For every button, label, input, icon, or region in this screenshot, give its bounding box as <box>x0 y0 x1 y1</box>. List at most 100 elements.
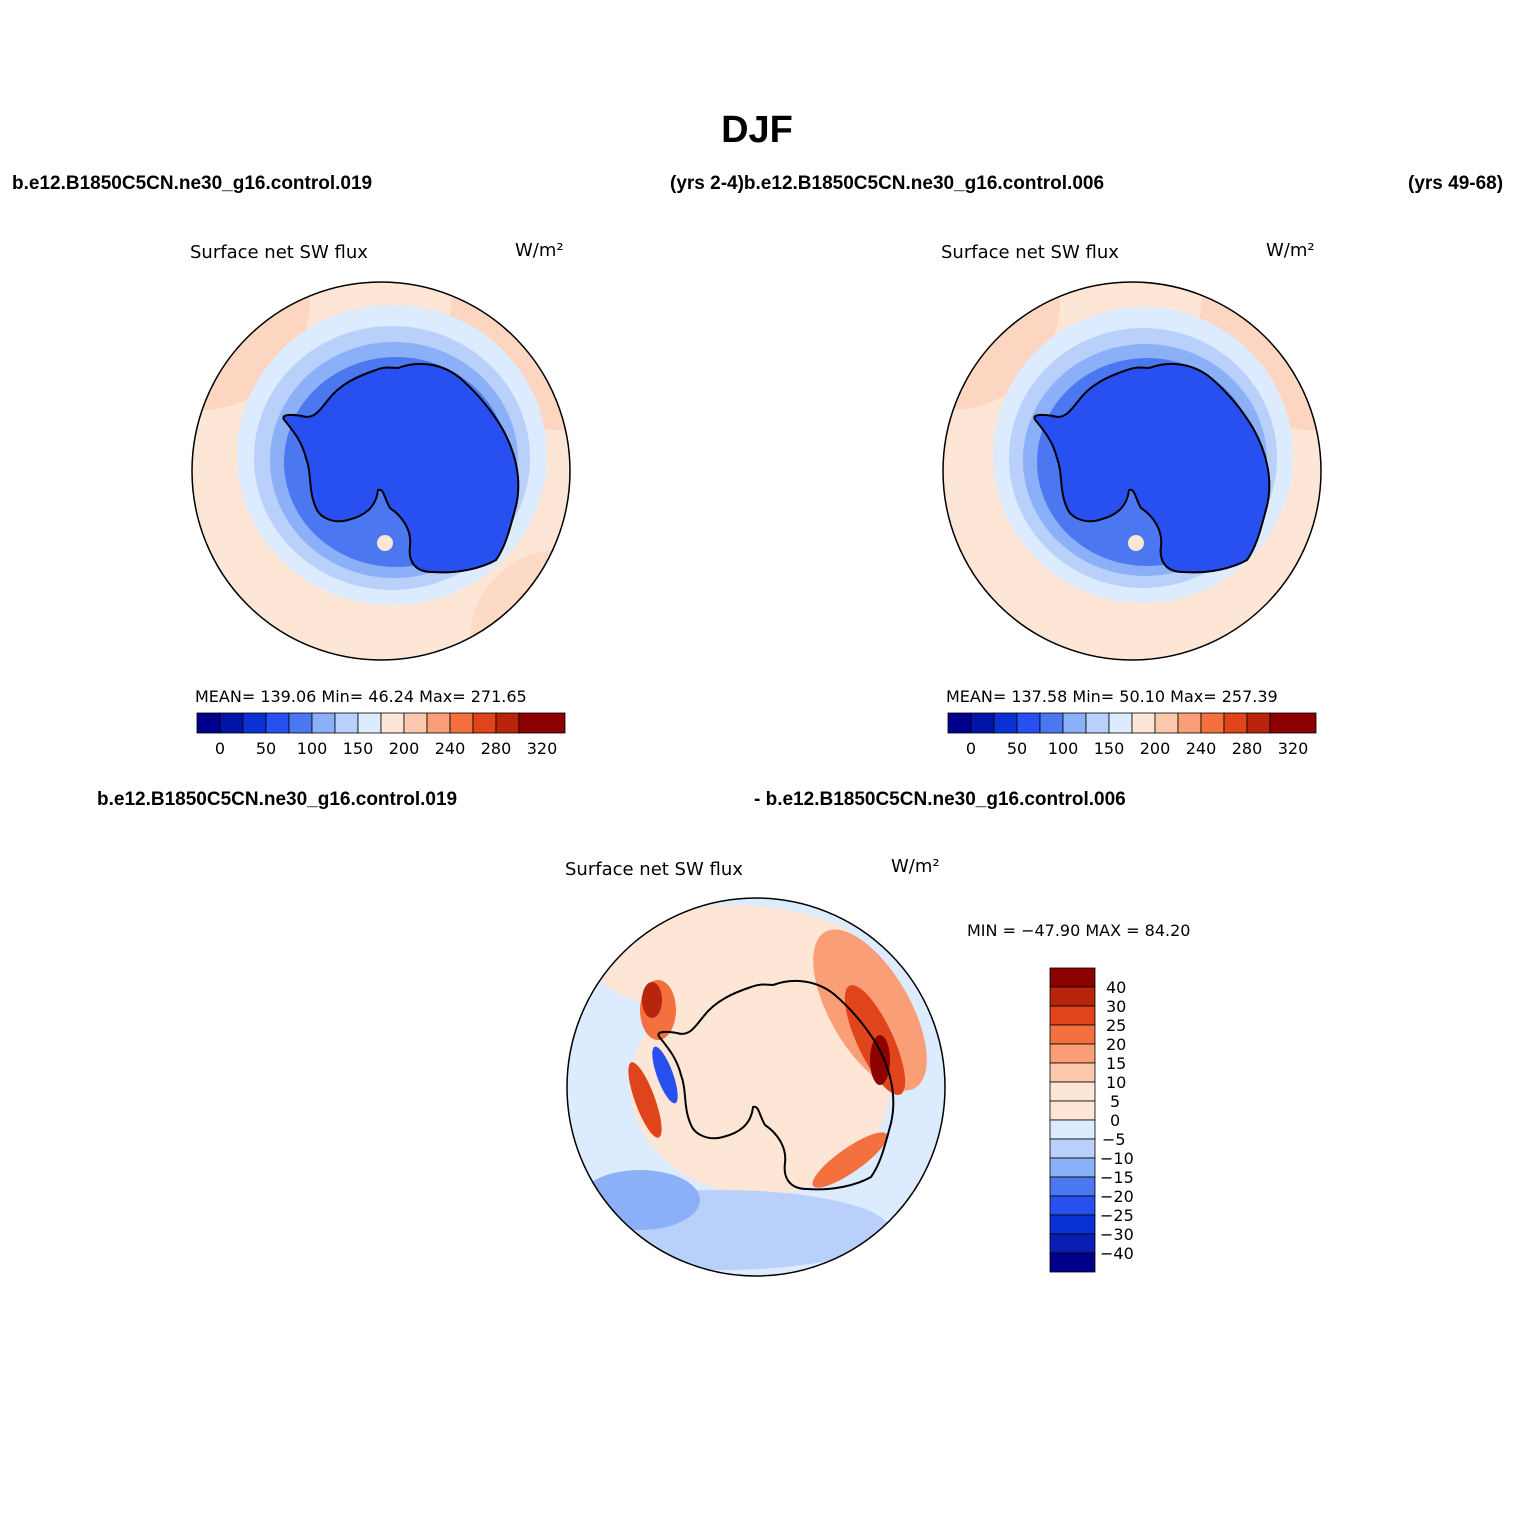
colorbar-tick: 320 <box>527 739 558 758</box>
colorbar: 0 50 100 150 200 240 280 320 <box>947 712 1317 758</box>
colorbar-tick: 100 <box>1048 739 1079 758</box>
colorbar-swatch <box>288 712 313 734</box>
polar-map <box>567 898 945 1276</box>
colorbar-tick: 280 <box>1232 739 1263 758</box>
colorbar-swatch <box>1062 712 1087 734</box>
panel-difference: Surface net SW flux W/m² MIN = −47.90 MA… <box>565 856 1190 1277</box>
colorbar-swatch <box>1049 1062 1096 1083</box>
colorbar-vertical: 40 30 25 20 15 10 5 0 −5 −10 −15 −20 −25… <box>1049 967 1134 1273</box>
colorbar-swatch <box>1049 1214 1096 1235</box>
diff-header-right: - b.e12.B1850C5CN.ne30_g16.control.006 <box>754 789 1126 810</box>
colorbar-tick: 15 <box>1106 1054 1126 1073</box>
colorbar-swatch <box>1049 1176 1096 1197</box>
colorbar-swatch <box>449 712 474 734</box>
colorbar-tick: 50 <box>256 739 276 758</box>
colorbar-swatch <box>403 712 428 734</box>
colorbar: 0 50 100 150 200 240 280 320 <box>196 712 566 758</box>
colorbar-swatch <box>1049 986 1096 1007</box>
colorbar-tick: −5 <box>1102 1130 1126 1149</box>
colorbar-swatch <box>472 712 497 734</box>
colorbar-swatch <box>1049 967 1096 988</box>
colorbar-swatch <box>1049 1138 1096 1159</box>
colorbar-swatch <box>1269 712 1317 734</box>
polar-map <box>192 282 570 660</box>
colorbar-tick: 30 <box>1106 997 1126 1016</box>
colorbar-swatch <box>1049 1043 1096 1064</box>
polar-map <box>943 282 1321 660</box>
map-boundary <box>566 897 946 1277</box>
panel-title: Surface net SW flux <box>190 242 368 263</box>
colorbar-tick: −20 <box>1100 1187 1134 1206</box>
colorbar-swatch <box>947 712 972 734</box>
colorbar-swatch <box>1049 1252 1096 1273</box>
colorbar-tick: 200 <box>1140 739 1171 758</box>
colorbar-tick: 25 <box>1106 1016 1126 1035</box>
colorbar-swatch <box>1049 1157 1096 1178</box>
colorbar-swatch <box>1223 712 1248 734</box>
colorbar-tick: 280 <box>481 739 512 758</box>
colorbar-swatch <box>1049 1119 1096 1140</box>
map-boundary <box>942 281 1322 661</box>
panel-title: Surface net SW flux <box>941 242 1119 263</box>
diff-header-left: b.e12.B1850C5CN.ne30_g16.control.019 <box>97 789 457 810</box>
colorbar-swatch <box>357 712 382 734</box>
colorbar-tick: 50 <box>1007 739 1027 758</box>
panel-units: W/m² <box>891 856 940 877</box>
colorbar-swatch <box>311 712 336 734</box>
colorbar-swatch <box>334 712 359 734</box>
colorbar-swatch <box>1200 712 1225 734</box>
map-boundary <box>191 281 571 661</box>
colorbar-tick: 150 <box>1094 739 1125 758</box>
panel-stats: MIN = −47.90 MAX = 84.20 <box>967 921 1190 940</box>
colorbar-swatch <box>495 712 520 734</box>
colorbar-swatch <box>1049 1081 1096 1102</box>
colorbar-swatch <box>1049 1100 1096 1121</box>
colorbar-swatch <box>1049 1233 1096 1254</box>
colorbar-swatch <box>1154 712 1179 734</box>
header-case-middle: (yrs 2-4)b.e12.B1850C5CN.ne30_g16.contro… <box>670 173 1104 194</box>
colorbar-swatch <box>1177 712 1202 734</box>
colorbar-tick: 320 <box>1278 739 1309 758</box>
panel-stats: MEAN= 139.06 Min= 46.24 Max= 271.65 <box>195 687 527 706</box>
colorbar-swatch <box>1049 1024 1096 1045</box>
colorbar-tick: −10 <box>1100 1149 1134 1168</box>
colorbar-swatch <box>426 712 451 734</box>
colorbar-swatch <box>265 712 290 734</box>
colorbar-swatch <box>1085 712 1110 734</box>
colorbar-tick: 240 <box>1186 739 1217 758</box>
colorbar-swatch <box>1131 712 1156 734</box>
colorbar-swatch <box>1049 1195 1096 1216</box>
panel-case-006: Surface net SW flux W/m² MEAN= 137.58 Mi… <box>941 240 1322 758</box>
panel-units: W/m² <box>1266 240 1315 261</box>
panel-stats: MEAN= 137.58 Min= 50.10 Max= 257.39 <box>946 687 1278 706</box>
colorbar-tick: 0 <box>966 739 976 758</box>
colorbar-tick: 200 <box>389 739 420 758</box>
colorbar-tick: 240 <box>435 739 466 758</box>
colorbar-swatch <box>993 712 1018 734</box>
colorbar-swatch <box>380 712 405 734</box>
colorbar-tick: 100 <box>297 739 328 758</box>
colorbar-swatch <box>970 712 995 734</box>
colorbar-tick: 0 <box>1110 1111 1120 1130</box>
colorbar-swatch <box>1049 1005 1096 1026</box>
colorbar-swatch <box>219 712 244 734</box>
colorbar-swatch <box>1108 712 1133 734</box>
colorbar-tick: −25 <box>1100 1206 1134 1225</box>
colorbar-swatch <box>1016 712 1041 734</box>
colorbar-tick: 0 <box>215 739 225 758</box>
colorbar-tick: −15 <box>1100 1168 1134 1187</box>
header-case-left: b.e12.B1850C5CN.ne30_g16.control.019 <box>12 173 372 194</box>
colorbar-tick: 10 <box>1106 1073 1126 1092</box>
main-title: DJF <box>721 109 793 151</box>
colorbar-tick: 5 <box>1110 1092 1120 1111</box>
colorbar-tick: 150 <box>343 739 374 758</box>
panel-title: Surface net SW flux <box>565 859 743 880</box>
colorbar-swatch <box>196 712 221 734</box>
header-years-right: (yrs 49-68) <box>1408 173 1503 194</box>
panel-units: W/m² <box>515 240 564 261</box>
colorbar-swatch <box>1246 712 1271 734</box>
colorbar-swatch <box>518 712 566 734</box>
colorbar-tick: −40 <box>1100 1244 1134 1263</box>
colorbar-tick: 40 <box>1106 978 1126 997</box>
